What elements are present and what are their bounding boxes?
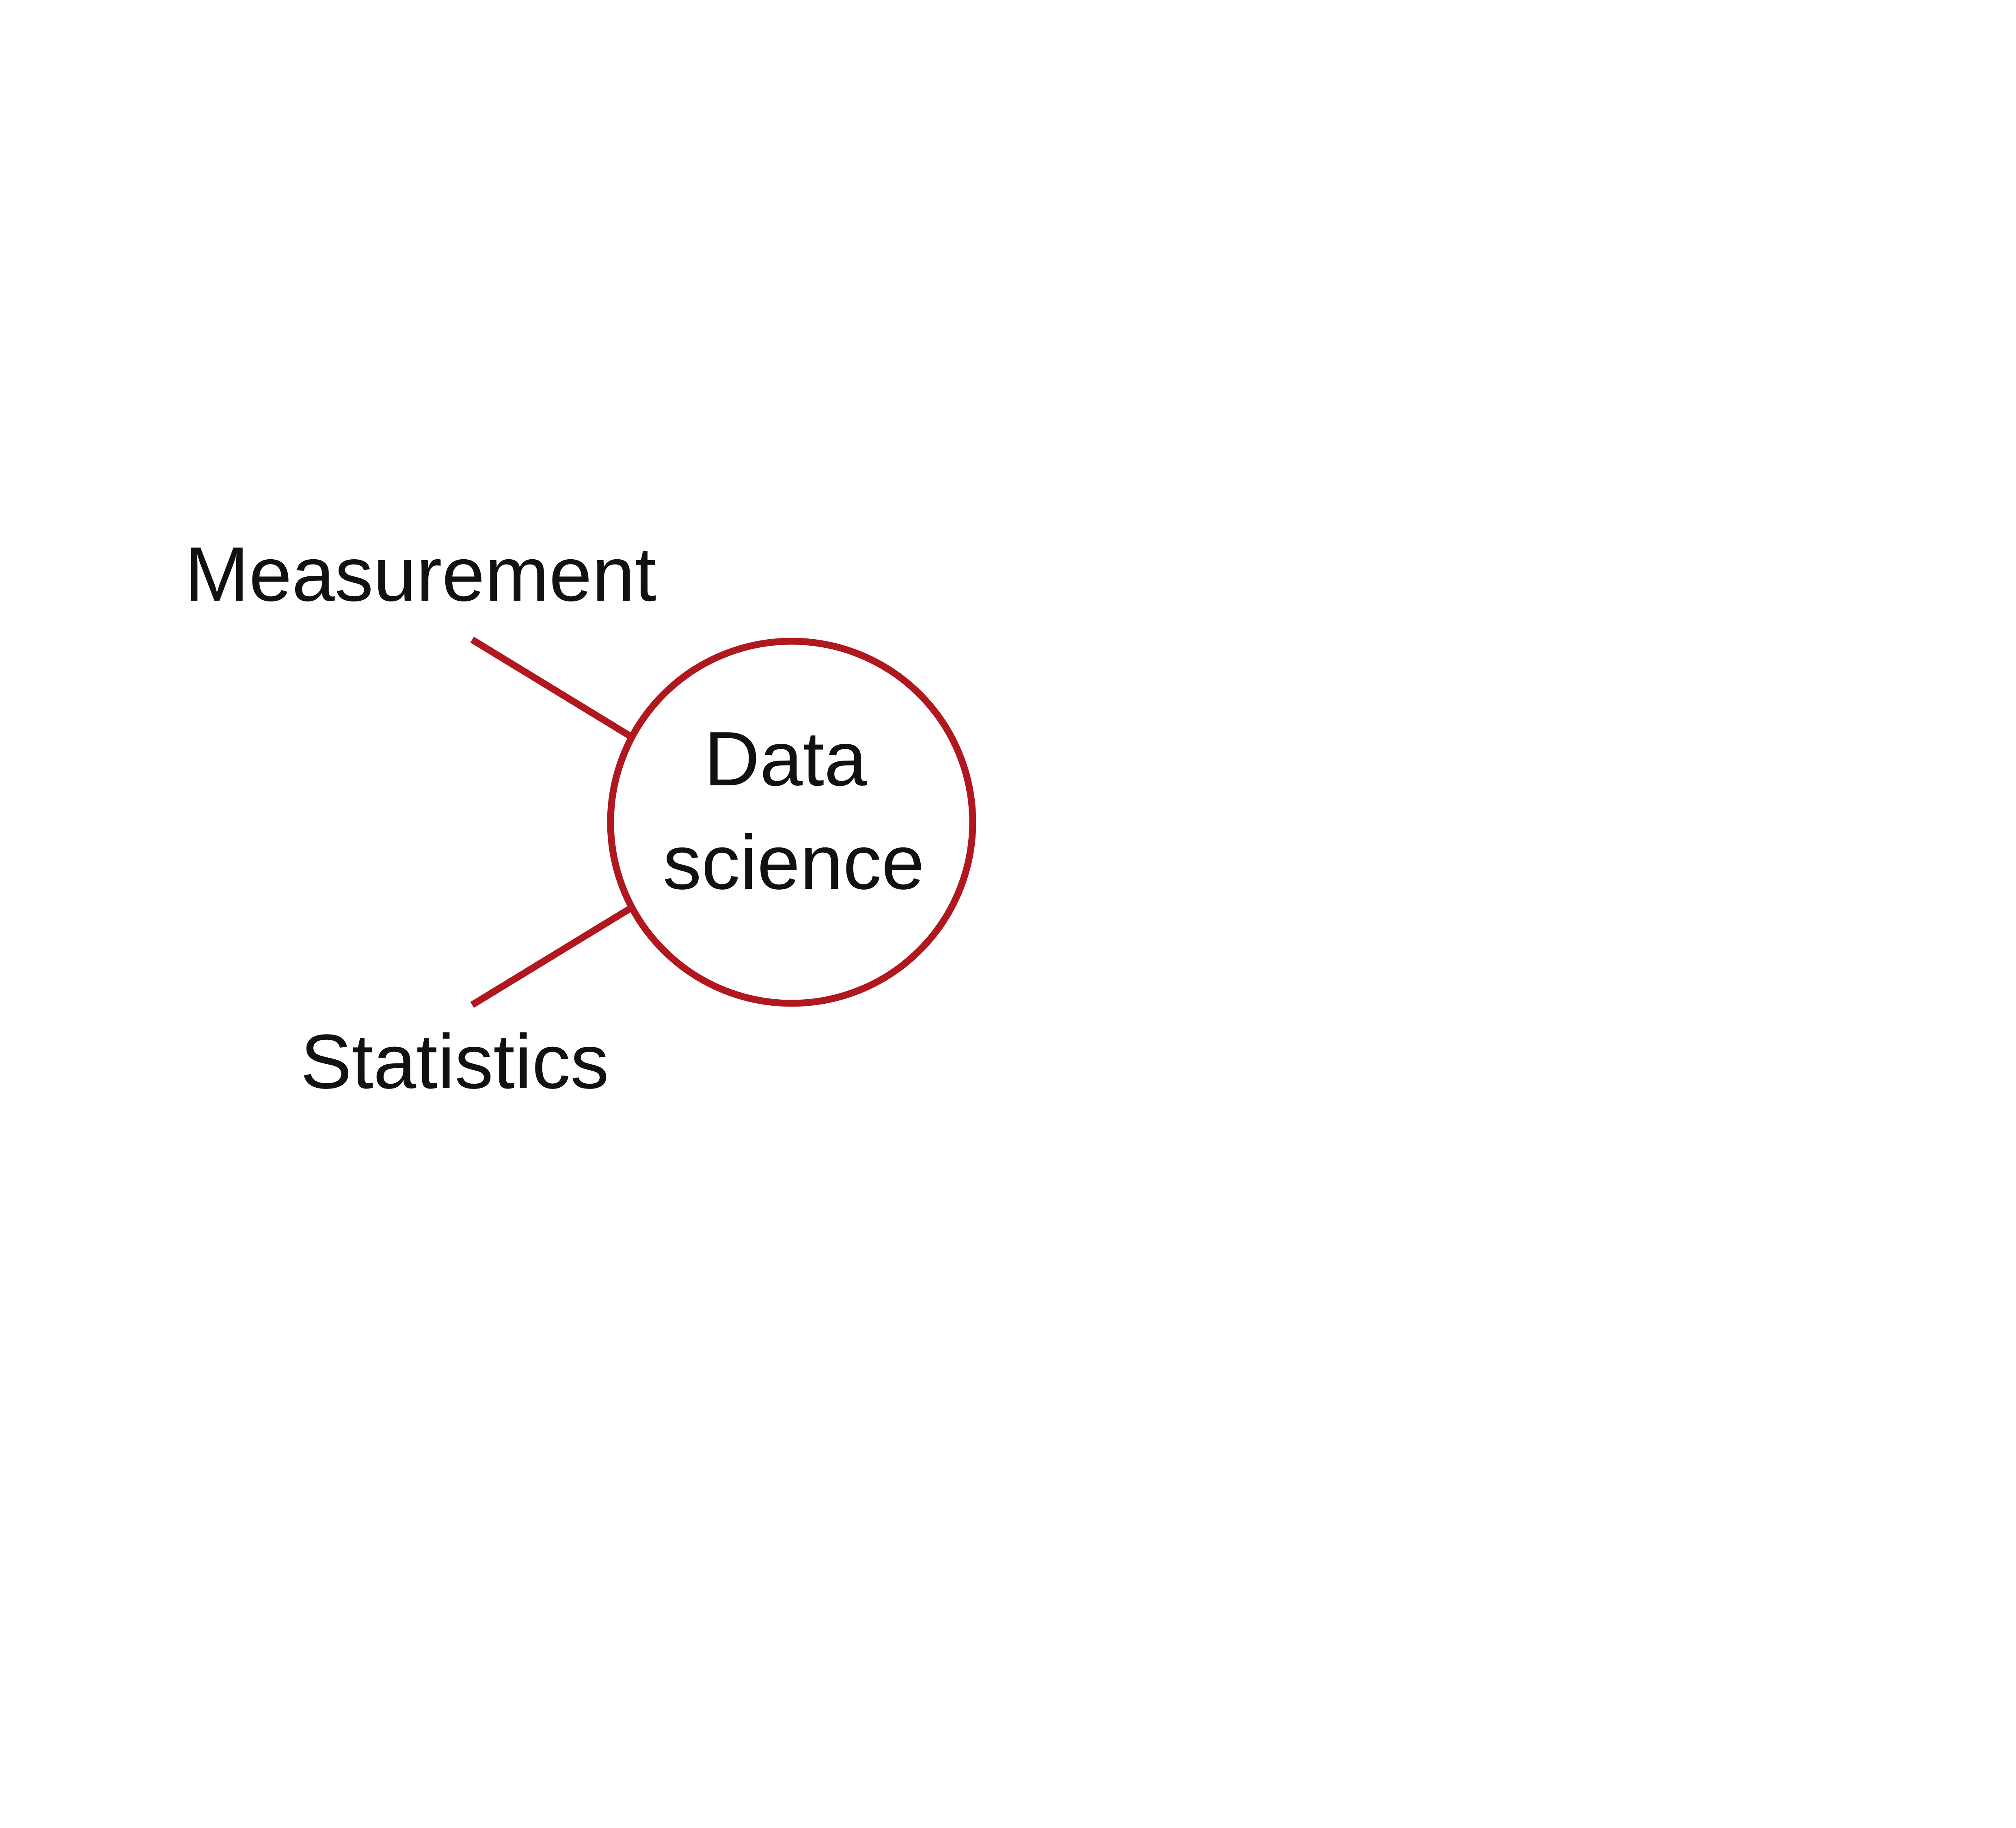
center-label-line-1: Data — [704, 716, 867, 802]
node-label-statistics: Statistics — [300, 1019, 609, 1105]
center-label-line-2: science — [663, 819, 924, 905]
connector-measurement — [470, 636, 632, 739]
data-science-circle — [607, 638, 976, 1007]
node-label-measurement: Measurement — [185, 531, 656, 617]
connector-statistics — [470, 905, 632, 1008]
